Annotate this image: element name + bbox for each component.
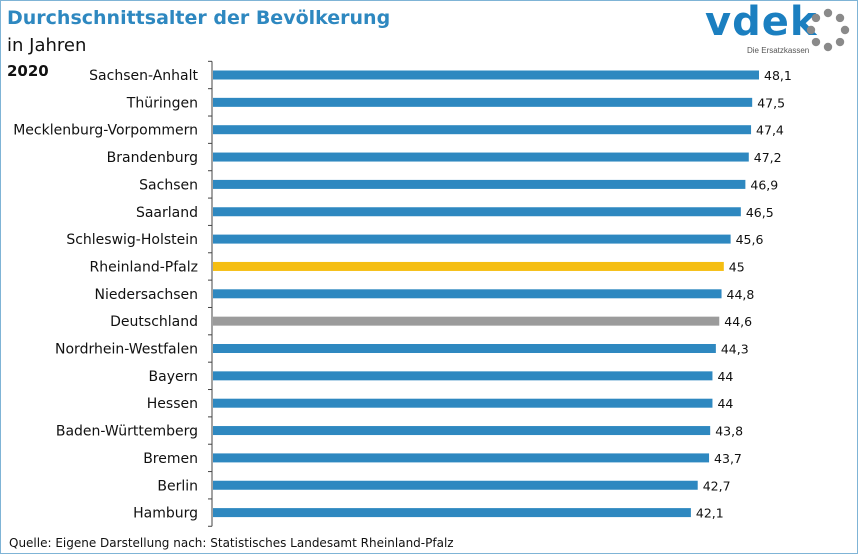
bar-sachsen-anhalt (213, 70, 759, 80)
category-label-baden-wuerttemberg: Baden-Württemberg (56, 424, 198, 440)
value-label-berlin: 42,7 (703, 478, 731, 493)
bar-berlin (213, 480, 698, 490)
category-label-niedersachsen: Niedersachsen (95, 287, 198, 303)
value-label-nordrhein-westfalen: 44,3 (721, 342, 749, 357)
value-label-sachsen: 46,9 (750, 177, 778, 192)
value-label-bayern: 44 (717, 369, 733, 384)
logo-wordmark: vdek (705, 0, 818, 45)
category-label-saarland: Saarland (136, 205, 198, 221)
logo-ring-dot (811, 13, 821, 23)
value-label-deutschland: 44,6 (724, 314, 752, 329)
category-label-thueringen: Thüringen (126, 95, 198, 111)
logo-ring-dot (811, 37, 821, 47)
bar-brandenburg (213, 152, 749, 162)
category-label-sachsen-anhalt: Sachsen-Anhalt (89, 68, 198, 84)
logo-ring-dot (835, 13, 845, 23)
vdek-logo: vdek Die Ersatzkassen (703, 0, 853, 59)
category-label-rheinland-pfalz: Rheinland-Pfalz (90, 259, 198, 275)
value-label-schleswig-holstein: 45,6 (736, 232, 764, 247)
bar-schleswig-holstein (213, 234, 731, 244)
bar-bayern (213, 371, 713, 381)
value-label-hessen: 44 (717, 396, 733, 411)
bar-mecklenburg-vorpommern (213, 125, 752, 135)
category-label-deutschland: Deutschland (110, 314, 198, 330)
bar-saarland (213, 207, 741, 217)
bar-deutschland (213, 316, 720, 326)
value-label-saarland: 46,5 (746, 205, 774, 220)
chart-title: Durchschnittsalter der Bevölkerung (7, 7, 391, 29)
bar-thueringen (213, 97, 753, 107)
category-label-berlin: Berlin (157, 478, 198, 494)
category-label-schleswig-holstein: Schleswig-Holstein (66, 232, 198, 248)
logo-ring-dot (806, 25, 816, 35)
category-label-hessen: Hessen (147, 396, 198, 412)
bar-niedersachsen (213, 289, 722, 299)
bar-bremen (213, 453, 710, 463)
source-note: Quelle: Eigene Darstellung nach: Statist… (9, 536, 454, 550)
bar-sachsen (213, 179, 746, 189)
value-label-brandenburg: 47,2 (754, 150, 782, 165)
vdek-ring-logo-icon (806, 8, 850, 52)
bar-hamburg (213, 508, 691, 518)
logo-ring-dot (835, 37, 845, 47)
logo-tagline: Die Ersatzkassen (747, 46, 810, 55)
category-label-brandenburg: Brandenburg (107, 150, 198, 166)
bar-hessen (213, 398, 713, 408)
value-label-mecklenburg-vorpommern: 47,4 (756, 123, 784, 138)
value-label-sachsen-anhalt: 48,1 (764, 68, 792, 83)
value-label-rheinland-pfalz: 45 (729, 259, 745, 274)
bars-layer: Sachsen-Anhalt 48,1 Thüringen 47,5 Mecklenbu… (13, 60, 792, 527)
bar-rheinland-pfalz (213, 261, 724, 271)
bar-nordrhein-westfalen (213, 344, 716, 353)
category-label-sachsen: Sachsen (139, 177, 198, 193)
logo-ring-dot (840, 25, 850, 35)
value-label-niedersachsen: 44,8 (727, 287, 755, 302)
value-label-thueringen: 47,5 (757, 95, 785, 110)
category-label-bayern: Bayern (149, 369, 198, 385)
category-label-nordrhein-westfalen: Nordrhein-Westfalen (55, 342, 198, 358)
chart-subtitle: in Jahren (7, 35, 87, 56)
logo-ring-dot (823, 42, 833, 52)
category-label-mecklenburg-vorpommern: Mecklenburg-Vorpommern (13, 123, 198, 139)
value-label-hamburg: 42,1 (696, 506, 724, 521)
chart-year: 2020 (7, 62, 49, 80)
category-label-hamburg: Hamburg (133, 506, 198, 522)
logo-ring-dot (823, 8, 833, 18)
bar-baden-wuerttemberg (213, 426, 711, 436)
value-label-bremen: 43,7 (714, 451, 742, 466)
category-label-bremen: Bremen (143, 451, 198, 467)
value-label-baden-wuerttemberg: 43,8 (715, 424, 743, 439)
